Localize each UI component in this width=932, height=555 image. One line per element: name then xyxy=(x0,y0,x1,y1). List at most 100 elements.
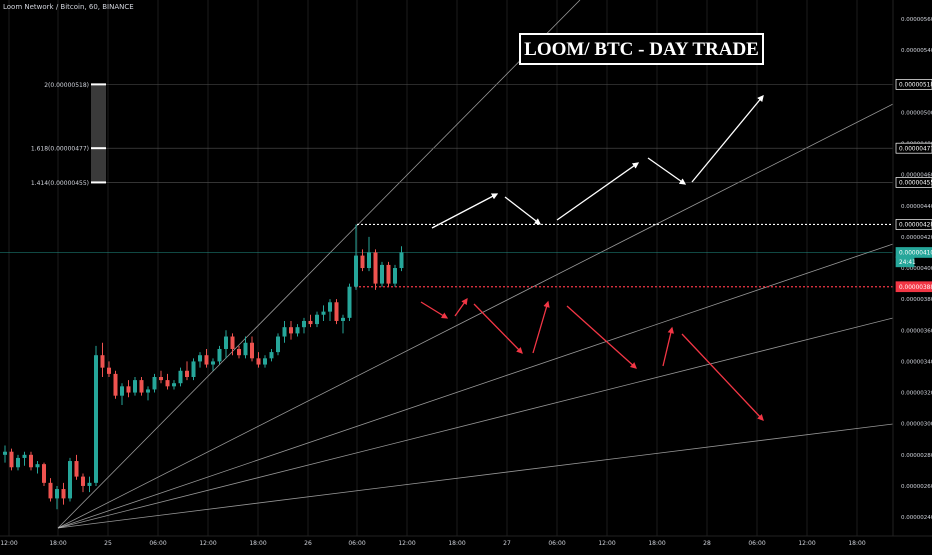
price-label-box xyxy=(895,256,915,268)
candle-body xyxy=(289,327,293,334)
candle-up xyxy=(3,445,7,463)
candle-body xyxy=(185,370,189,377)
time-tick-label: 06:00 xyxy=(548,540,565,547)
up-arrow xyxy=(504,196,542,225)
candle-up xyxy=(380,261,384,287)
candle-body xyxy=(360,255,365,269)
down-arrow xyxy=(566,305,637,369)
candle-body xyxy=(152,376,157,390)
price-label-text: 0.00000428 xyxy=(899,223,932,229)
price-tick-label: 0.00000280 xyxy=(901,453,932,459)
up-arrow xyxy=(691,94,764,183)
candle-up xyxy=(282,320,287,343)
gann-fan-line xyxy=(57,423,894,529)
price-tick-label: 0.00000300 xyxy=(901,422,932,428)
price-tick-label: 0.00000400 xyxy=(901,266,932,272)
time-tick-label: 12:00 xyxy=(798,540,815,547)
candle-up xyxy=(347,283,352,321)
candle-down xyxy=(74,454,79,480)
candle-down xyxy=(42,462,46,486)
candle-body xyxy=(380,264,384,284)
candle-up xyxy=(354,224,358,290)
candle-body xyxy=(100,355,105,368)
candle-up xyxy=(302,317,306,334)
price-tick-label: 0.00000440 xyxy=(901,204,932,210)
candle-down xyxy=(159,370,163,384)
candle-up xyxy=(243,336,248,359)
price-tick-label: 0.00000560 xyxy=(901,17,932,23)
down-arrow xyxy=(662,326,674,367)
candle-down xyxy=(373,249,378,290)
candle-body xyxy=(211,361,215,365)
down-arrow xyxy=(532,300,550,354)
time-tick-label: 18:00 xyxy=(249,540,266,547)
candle-down xyxy=(204,348,209,368)
candle-down xyxy=(256,352,261,368)
price-tick-label: 0.00000500 xyxy=(901,110,932,116)
candle-down xyxy=(230,333,235,356)
candle-up xyxy=(393,264,397,287)
fibonacci-extension: 2(0.00000518) 1.618(0.00000477) 1.414(0.00… xyxy=(31,82,893,187)
candle-up xyxy=(198,352,202,368)
price-label-text: 0.00000477 xyxy=(899,146,932,152)
fib-band xyxy=(91,84,106,183)
fib-level-label: 1.618(0.00000477) xyxy=(31,146,89,153)
candle-down xyxy=(113,370,118,399)
candle-body xyxy=(308,320,313,325)
candle-up xyxy=(87,476,92,493)
candle-body xyxy=(81,476,85,486)
price-tick-label: 0.00000260 xyxy=(901,484,932,490)
candle-body xyxy=(373,252,378,284)
candle-up xyxy=(191,358,196,381)
time-tick-label: 18:00 xyxy=(648,540,665,547)
candle-body xyxy=(367,252,371,269)
candle-up xyxy=(94,345,98,486)
price-label-countdown: 24:41 xyxy=(895,256,916,268)
down-arrow xyxy=(454,297,468,317)
grid-layer xyxy=(8,0,858,536)
candle-body xyxy=(328,302,332,312)
candle-body xyxy=(42,464,46,483)
candle-down xyxy=(81,473,85,493)
candle-body xyxy=(393,268,397,284)
gann-fan-line xyxy=(57,243,894,529)
candle-down xyxy=(126,380,131,398)
candle-body xyxy=(256,358,261,365)
candle-body xyxy=(146,389,150,393)
projection-arrows xyxy=(420,94,764,421)
price-label-outline: 0.00000518 xyxy=(895,79,932,90)
candle-up xyxy=(217,345,222,365)
candle-up xyxy=(68,457,72,502)
candle-down xyxy=(237,345,241,359)
candle-up xyxy=(22,451,27,466)
candle-body xyxy=(48,482,53,499)
candle-body xyxy=(341,317,345,321)
candle-down xyxy=(185,361,189,381)
candle-body xyxy=(29,454,33,468)
up-arrow xyxy=(647,157,687,185)
candle-body xyxy=(35,464,40,468)
price-tick-label: 0.00000460 xyxy=(901,173,932,179)
candle-up xyxy=(35,461,40,474)
candle-body xyxy=(3,451,7,455)
price-label-last: 0.00000410 xyxy=(895,247,932,258)
candle-body xyxy=(334,302,339,321)
symbol-header: Loom Network / Bitcoin, 60, BINANCE xyxy=(3,3,134,11)
time-tick-label: 12:00 xyxy=(199,540,216,547)
candle-up xyxy=(178,367,183,387)
candle-body xyxy=(243,342,248,356)
candle-body xyxy=(68,461,72,499)
candle-body xyxy=(165,380,170,387)
gann-fan-lines xyxy=(57,0,894,529)
time-tick-label: 12:00 xyxy=(0,540,17,547)
up-arrow xyxy=(556,162,640,221)
price-label-text: 0.00000455 xyxy=(899,181,932,187)
candle-up xyxy=(269,348,274,362)
candles xyxy=(3,224,404,510)
candle-body xyxy=(250,342,254,359)
candle-up xyxy=(295,324,300,337)
time-tick-label: 25 xyxy=(104,540,112,547)
candle-body xyxy=(399,252,404,269)
